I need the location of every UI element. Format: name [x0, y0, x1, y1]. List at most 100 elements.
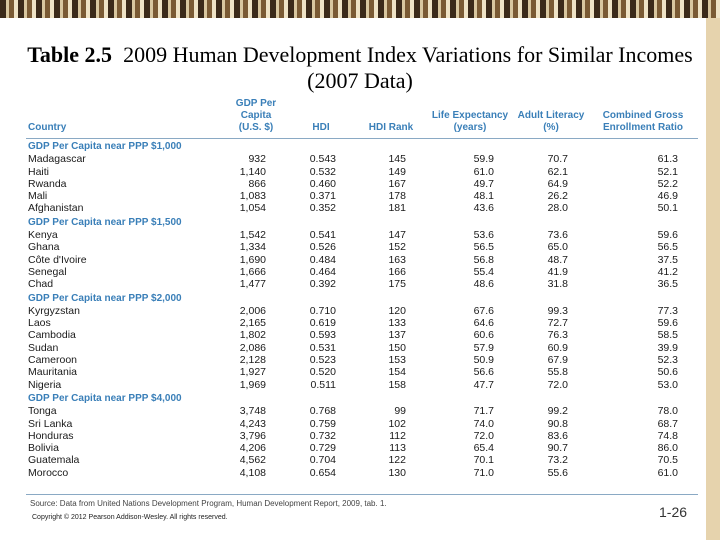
table-row: Cameroon 2,128 0.523 153 50.9 67.9 52.3 — [26, 354, 698, 366]
slide-title: Table 2.5 2009 Human Development Index V… — [20, 42, 700, 94]
value-cell: 1,140 — [239, 165, 266, 178]
column-header: GDP Per Capita (U.S. $) — [226, 98, 286, 139]
value-cell: 130 — [388, 466, 406, 479]
value-cell: 70.5 — [657, 454, 678, 467]
value-cell: 55.8 — [547, 366, 568, 379]
table-body: GDP Per Capita near PPP $1,000 Madagascar… — [26, 139, 698, 480]
country-cell: Rwanda — [28, 177, 67, 190]
table-row: Cambodia 1,802 0.593 137 60.6 76.3 58.5 — [26, 329, 698, 341]
country-cell: Kyrgyzstan — [28, 304, 80, 317]
value-cell: 120 — [388, 304, 406, 317]
value-cell: 59.9 — [473, 153, 494, 166]
table-row: Tonga 3,748 0.768 99 71.7 99.2 78.0 — [26, 405, 698, 417]
value-cell: 49.7 — [473, 177, 494, 190]
value-cell: 61.3 — [657, 153, 678, 166]
table-row: Chad 1,477 0.392 175 48.6 31.8 36.5 — [26, 278, 698, 290]
value-cell: 3,796 — [239, 429, 266, 442]
group-label: GDP Per Capita near PPP $1,500 — [28, 216, 182, 228]
value-cell: 145 — [388, 153, 406, 166]
table-row: Côte d'Ivoire 1,690 0.484 163 56.8 48.7 37.5 — [26, 254, 698, 266]
value-cell: 0.710 — [309, 304, 336, 317]
value-cell: 0.729 — [309, 442, 336, 455]
value-cell: 67.6 — [473, 304, 494, 317]
value-cell: 53.0 — [657, 378, 678, 391]
value-cell: 2,128 — [239, 354, 266, 367]
value-cell: 0.704 — [309, 454, 336, 467]
value-cell: 70.7 — [547, 153, 568, 166]
value-cell: 175 — [388, 278, 406, 291]
table-row: Guatemala 4,562 0.704 122 70.1 73.2 70.5 — [26, 454, 698, 466]
country-cell: Nigeria — [28, 378, 62, 391]
copyright-notice: Copyright © 2012 Pearson Addison-Wesley.… — [32, 514, 228, 521]
value-cell: 4,108 — [239, 466, 266, 479]
value-cell: 4,562 — [239, 454, 266, 467]
value-cell: 53.6 — [473, 229, 494, 242]
value-cell: 0.464 — [309, 265, 336, 278]
value-cell: 90.8 — [547, 417, 568, 430]
country-cell: Morocco — [28, 466, 69, 479]
value-cell: 99 — [394, 405, 406, 418]
value-cell: 71.0 — [473, 466, 494, 479]
value-cell: 0.759 — [309, 417, 336, 430]
value-cell: 60.6 — [473, 329, 494, 342]
value-cell: 0.520 — [309, 366, 336, 379]
value-cell: 1,054 — [239, 202, 266, 215]
value-cell: 36.5 — [657, 278, 678, 291]
value-cell: 41.9 — [547, 265, 568, 278]
value-cell: 59.6 — [657, 317, 678, 330]
value-cell: 56.5 — [473, 241, 494, 254]
value-cell: 0.531 — [309, 341, 336, 354]
value-cell: 0.543 — [309, 153, 336, 166]
value-cell: 147 — [388, 229, 406, 242]
value-cell: 153 — [388, 354, 406, 367]
country-cell: Haiti — [28, 165, 50, 178]
table-row: Madagascar 932 0.543 145 59.9 70.7 61.3 — [26, 153, 698, 165]
value-cell: 152 — [388, 241, 406, 254]
country-cell: Mali — [28, 190, 48, 203]
value-cell: 99.3 — [547, 304, 568, 317]
value-cell: 149 — [388, 165, 406, 178]
column-header: Combined Gross Enrollment Ratio — [588, 98, 698, 139]
value-cell: 65.0 — [547, 241, 568, 254]
table-row: Haiti 1,140 0.532 149 61.0 62.1 52.1 — [26, 166, 698, 178]
country-cell: Madagascar — [28, 153, 86, 166]
country-cell: Mauritania — [28, 366, 78, 379]
value-cell: 2,165 — [239, 317, 266, 330]
table-label: Table 2.5 — [27, 42, 113, 67]
value-cell: 61.0 — [473, 165, 494, 178]
table-row: Afghanistan 1,054 0.352 181 43.6 28.0 50.1 — [26, 202, 698, 214]
value-cell: 0.732 — [309, 429, 336, 442]
value-cell: 72.0 — [473, 429, 494, 442]
group-label: GDP Per Capita near PPP $1,000 — [28, 141, 182, 152]
value-cell: 102 — [388, 417, 406, 430]
group-label: GDP Per Capita near PPP $4,000 — [28, 392, 182, 404]
value-cell: 932 — [248, 153, 266, 166]
value-cell: 0.526 — [309, 241, 336, 254]
page-number: 1-26 — [659, 504, 688, 520]
value-cell: 55.6 — [547, 466, 568, 479]
value-cell: 39.9 — [657, 341, 678, 354]
country-cell: Sudan — [28, 341, 59, 354]
group-header-row: GDP Per Capita near PPP $2,000 — [26, 291, 698, 305]
country-cell: Cambodia — [28, 329, 76, 342]
value-cell: 37.5 — [657, 253, 678, 266]
value-cell: 3,748 — [239, 405, 266, 418]
value-cell: 181 — [388, 202, 406, 215]
value-cell: 0.619 — [309, 317, 336, 330]
country-cell: Sri Lanka — [28, 417, 73, 430]
value-cell: 178 — [388, 190, 406, 203]
value-cell: 122 — [388, 454, 406, 467]
value-cell: 28.0 — [547, 202, 568, 215]
table-title-text: 2009 Human Development Index Variations … — [123, 42, 693, 93]
table-header-row: Country GDP Per Capita (U.S. $) HDI HDI Ran… — [26, 98, 698, 139]
table-row: Bolivia 4,206 0.729 113 65.4 90.7 86.0 — [26, 442, 698, 454]
value-cell: 1,969 — [239, 378, 266, 391]
value-cell: 1,083 — [239, 190, 266, 203]
value-cell: 70.1 — [473, 454, 494, 467]
value-cell: 163 — [388, 253, 406, 266]
value-cell: 112 — [389, 429, 406, 442]
column-header: Life Expectancy (years) — [426, 98, 514, 139]
value-cell: 68.7 — [657, 417, 678, 430]
value-cell: 50.1 — [657, 202, 678, 215]
country-cell: Kenya — [28, 229, 58, 242]
